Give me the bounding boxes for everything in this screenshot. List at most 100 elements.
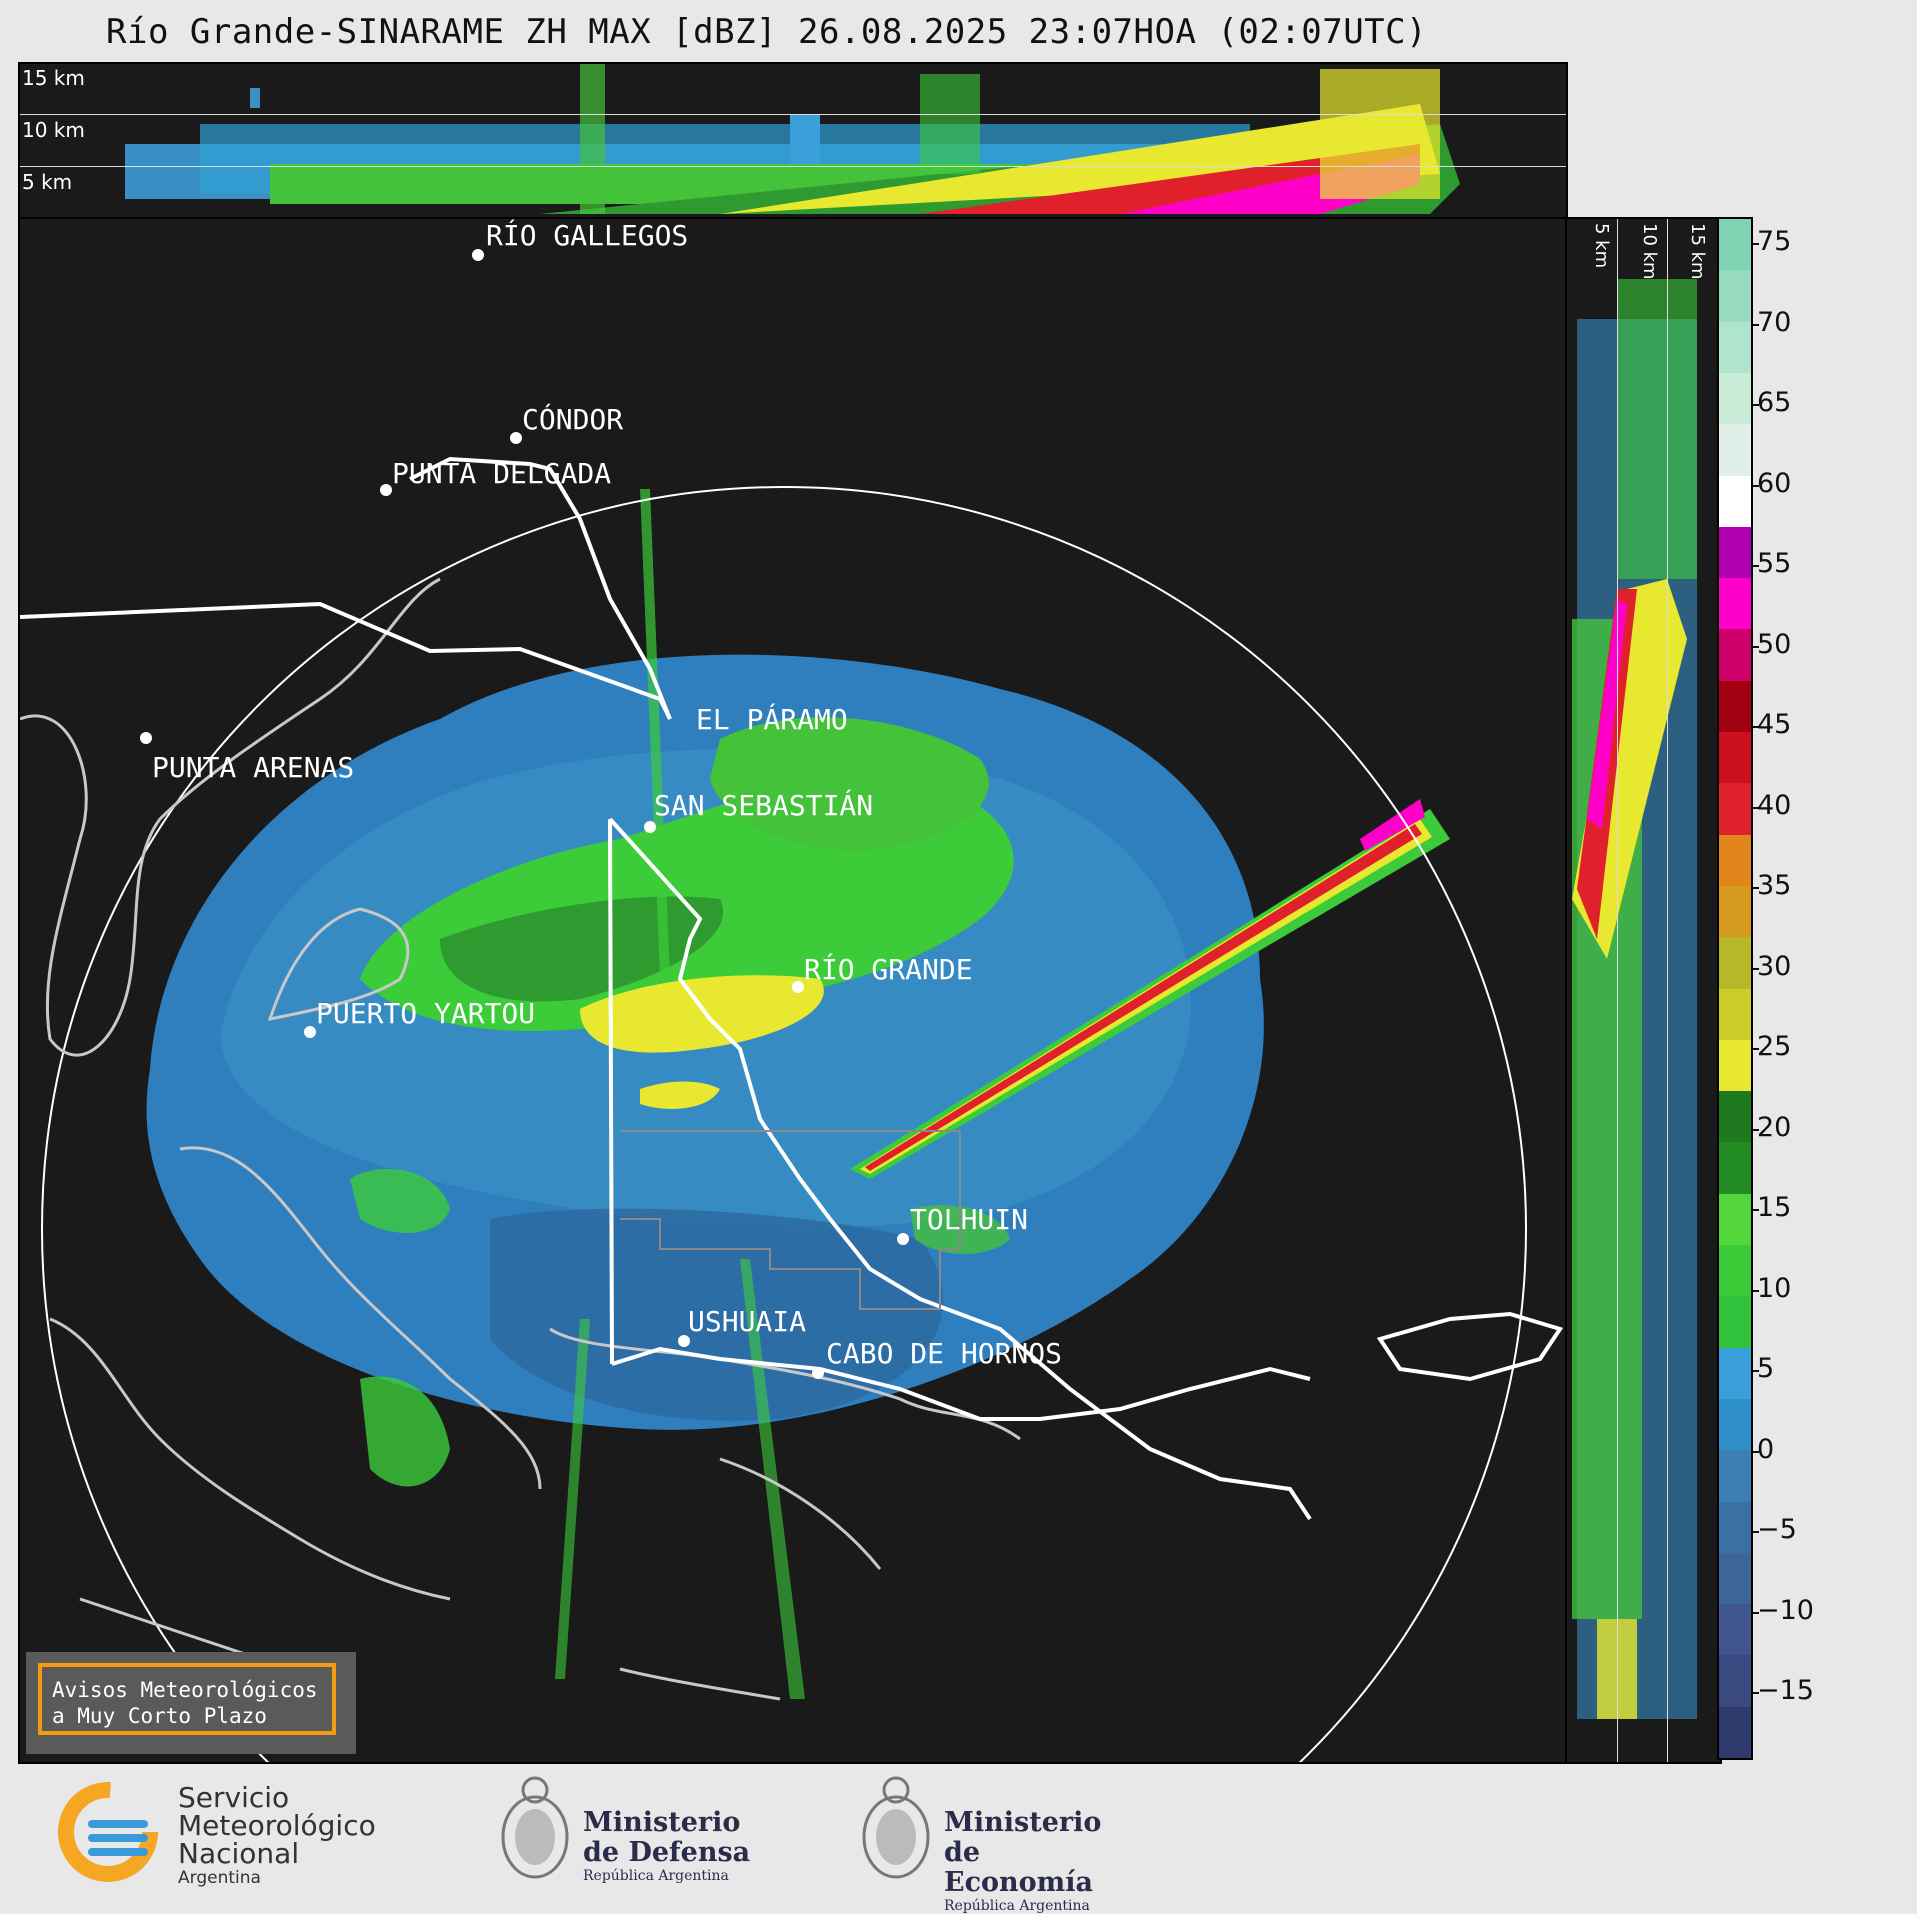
side-km-label-5: 5 km bbox=[1591, 223, 1612, 269]
smn-emblem-icon bbox=[58, 1782, 158, 1882]
colorbar-tick-label: 25 bbox=[1757, 1031, 1792, 1062]
colorbar bbox=[1717, 217, 1753, 1760]
colorbar-segment bbox=[1719, 372, 1751, 425]
colorbar-tick-mark bbox=[1753, 1692, 1759, 1694]
colorbar-tick-label: 45 bbox=[1757, 709, 1792, 740]
smn-line2: Meteorológico bbox=[178, 1809, 376, 1842]
colorbar-segment bbox=[1719, 1706, 1751, 1758]
colorbar-segment bbox=[1719, 578, 1751, 630]
top-km-label-10: 10 km bbox=[22, 118, 85, 142]
city-label-el-paramo: EL PÁRAMO bbox=[696, 703, 848, 736]
radar-map-panel: RÍO GALLEGOS CÓNDOR PUNTA DELGADA EL PÁR… bbox=[18, 217, 1568, 1764]
colorbar-tick-label: 5 bbox=[1757, 1353, 1775, 1384]
colorbar-tick-label: −5 bbox=[1757, 1514, 1797, 1545]
colorbar-segment bbox=[1719, 1450, 1751, 1502]
economia-sub: República Argentina bbox=[944, 1898, 1090, 1914]
colorbar-segment bbox=[1719, 629, 1751, 681]
city-label-punta-delgada: PUNTA DELGADA bbox=[392, 457, 612, 490]
top-cross-section-panel: 15 km 10 km 5 km bbox=[18, 62, 1568, 219]
colorbar-tick-label: 65 bbox=[1757, 387, 1792, 418]
colorbar-tick-label: −15 bbox=[1757, 1675, 1814, 1706]
city-label-tolhuin: TOLHUIN bbox=[910, 1203, 1029, 1236]
colorbar-gradient bbox=[1719, 219, 1751, 1758]
colorbar-tick-mark bbox=[1753, 243, 1759, 245]
national-coat-of-arms-icon bbox=[862, 1776, 930, 1879]
colorbar-tick-mark bbox=[1753, 484, 1759, 487]
city-markers bbox=[140, 249, 909, 1379]
colorbar-tick-mark bbox=[1753, 1450, 1759, 1453]
colorbar-tick-mark bbox=[1753, 404, 1759, 406]
colorbar-tick-mark bbox=[1753, 1048, 1759, 1050]
avisos-box: Avisos Meteorológicos a Muy Corto Plazo bbox=[26, 1652, 356, 1754]
colorbar-segment bbox=[1719, 424, 1751, 476]
colorbar-segment bbox=[1719, 270, 1751, 322]
colorbar-segment bbox=[1719, 1193, 1751, 1246]
colorbar-tick-mark bbox=[1753, 323, 1759, 326]
colorbar-segment bbox=[1719, 1398, 1751, 1451]
colorbar-segment bbox=[1719, 732, 1751, 784]
colorbar-tick-label: 15 bbox=[1757, 1192, 1792, 1223]
smn-line3: Nacional bbox=[178, 1837, 300, 1870]
colorbar-segment bbox=[1719, 219, 1751, 271]
side-km-label-15: 15 km bbox=[1687, 223, 1708, 280]
colorbar-tick-label: 10 bbox=[1757, 1272, 1792, 1304]
colorbar-segment bbox=[1719, 1296, 1751, 1348]
colorbar-tick-mark bbox=[1753, 967, 1759, 970]
colorbar-tick-label: 50 bbox=[1757, 628, 1792, 660]
city-label-condor: CÓNDOR bbox=[522, 403, 624, 436]
colorbar-tick-label: 0 bbox=[1757, 1433, 1775, 1465]
avisos-line2: a Muy Corto Plazo bbox=[52, 1704, 267, 1728]
economia-line1: Ministerio bbox=[944, 1807, 1102, 1838]
colorbar-tick-label: 70 bbox=[1757, 306, 1792, 338]
colorbar-segment bbox=[1719, 1604, 1751, 1656]
colorbar-tick-label: 30 bbox=[1757, 950, 1792, 982]
colorbar-tick-mark bbox=[1753, 1611, 1759, 1614]
city-label-ushuaia: USHUAIA bbox=[688, 1305, 807, 1338]
colorbar-tick-mark bbox=[1753, 565, 1759, 567]
colorbar-segment bbox=[1719, 1552, 1751, 1605]
colorbar-tick-mark bbox=[1753, 1209, 1759, 1211]
colorbar-segment bbox=[1719, 526, 1751, 579]
national-coat-of-arms-icon bbox=[501, 1776, 569, 1879]
colorbar-tick-mark bbox=[1753, 726, 1759, 728]
colorbar-segment bbox=[1719, 885, 1751, 938]
colorbar-segment bbox=[1719, 475, 1751, 527]
colorbar-tick-mark bbox=[1753, 645, 1759, 648]
defensa-logo: Ministerio de Defensa República Argentin… bbox=[495, 1772, 755, 1902]
smn-logo: Servicio Meteorológico Nacional Argentin… bbox=[58, 1782, 388, 1892]
colorbar-segment bbox=[1719, 834, 1751, 886]
radar-echoes bbox=[20, 456, 1564, 1762]
colorbar-segment bbox=[1719, 1655, 1751, 1707]
city-label-puerto-yartou: PUERTO YARTOU bbox=[316, 997, 536, 1030]
colorbar-tick-mark bbox=[1753, 806, 1759, 809]
colorbar-segment bbox=[1719, 1347, 1751, 1399]
city-label-punta-arenas: PUNTA ARENAS bbox=[152, 751, 355, 784]
top-cross-section-echoes bbox=[125, 64, 1460, 214]
colorbar-segment bbox=[1719, 1245, 1751, 1297]
colorbar-tick-label: 55 bbox=[1757, 548, 1792, 579]
side-cross-section-echoes bbox=[1572, 279, 1697, 1719]
city-label-cabo-de-hornos: CABO DE HORNOS bbox=[826, 1337, 1063, 1370]
colorbar-segment bbox=[1719, 1142, 1751, 1194]
colorbar-tick-label: 75 bbox=[1757, 226, 1792, 257]
colorbar-segment bbox=[1719, 321, 1751, 373]
colorbar-tick-mark bbox=[1753, 887, 1759, 889]
colorbar-tick-label: 60 bbox=[1757, 467, 1792, 499]
colorbar-tick-mark bbox=[1753, 1128, 1759, 1131]
colorbar-tick-label: −10 bbox=[1757, 1594, 1814, 1626]
economia-line2: de Economía bbox=[944, 1837, 1093, 1898]
smn-line4: Argentina bbox=[178, 1868, 261, 1888]
top-km-label-15: 15 km bbox=[22, 66, 85, 90]
economia-logo: Ministerio de Economía República Argenti… bbox=[856, 1772, 1136, 1914]
city-label-rio-grande: RÍO GRANDE bbox=[804, 953, 973, 986]
colorbar-segment bbox=[1719, 937, 1751, 989]
side-km-label-10: 10 km bbox=[1639, 223, 1660, 280]
colorbar-tick-label: 35 bbox=[1757, 870, 1792, 901]
colorbar-segment bbox=[1719, 680, 1751, 733]
colorbar-tick-label: 40 bbox=[1757, 789, 1792, 821]
defensa-line2: de Defensa bbox=[583, 1837, 751, 1868]
colorbar-tick-mark bbox=[1753, 1370, 1759, 1372]
colorbar-tick-mark bbox=[1753, 1531, 1759, 1533]
smn-line1: Servicio bbox=[178, 1781, 290, 1814]
colorbar-segment bbox=[1719, 988, 1751, 1040]
